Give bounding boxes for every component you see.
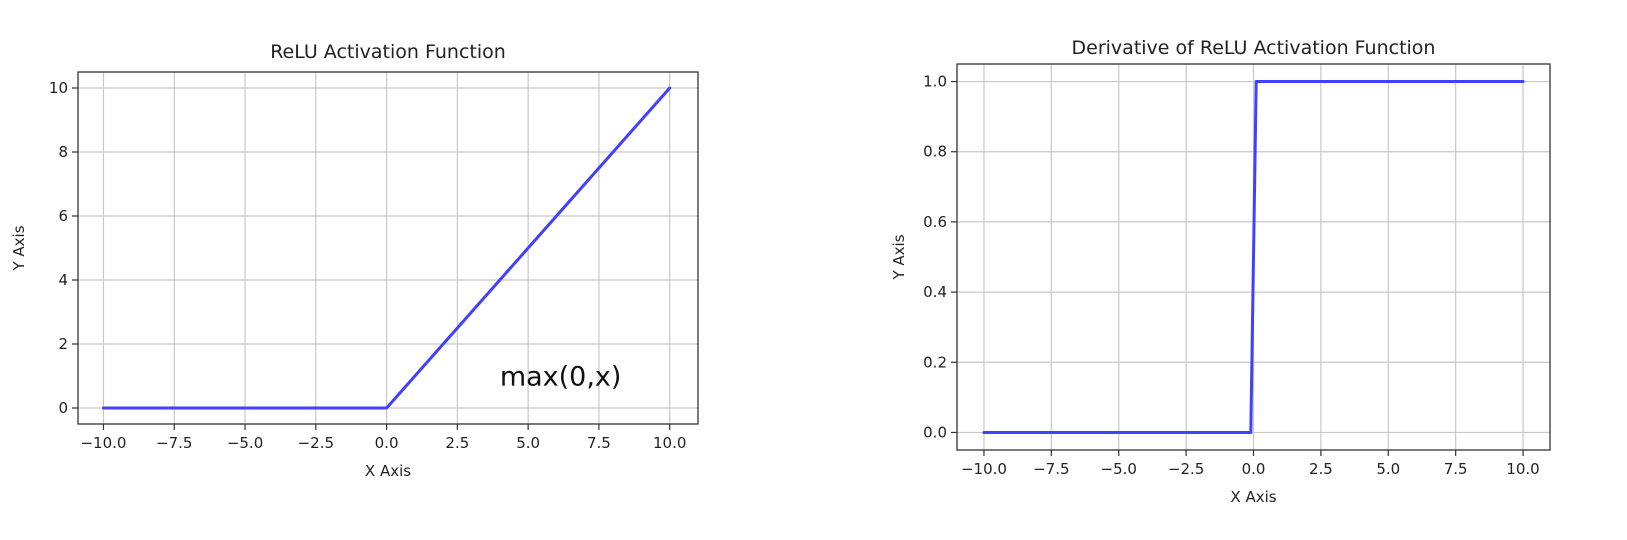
relu-y-tick-label: 8 <box>58 143 68 161</box>
derivative-x-tick-label: 0.0 <box>1242 460 1266 478</box>
relu-y-tick-label: 6 <box>58 207 68 225</box>
relu-x-tick-label: 5.0 <box>516 434 540 452</box>
relu-x-tick-label: −10.0 <box>80 434 126 452</box>
relu-grid <box>78 72 698 424</box>
derivative-x-tick-label: 10.0 <box>1506 460 1539 478</box>
derivative-ticks: −10.0 −7.5 −5.0 −2.5 0.0 2.5 5.0 7.5 10.0 0.0 0.2 0… <box>923 73 1540 478</box>
relu-y-tick-label: 4 <box>58 271 68 289</box>
relu-y-tick-label: 10 <box>49 79 68 97</box>
derivative-x-tick-label: 5.0 <box>1376 460 1400 478</box>
relu-y-tick-label: 0 <box>58 399 68 417</box>
derivative-series <box>982 80 1525 434</box>
derivative-y-tick-label: 0.8 <box>923 143 947 161</box>
relu-x-tick-label: 10.0 <box>653 434 686 452</box>
relu-annotations: max(0,x) <box>500 362 622 393</box>
derivative-y-tick-label: 0.2 <box>923 353 947 371</box>
relu-y-tick-label: 2 <box>58 335 68 353</box>
derivative-x-tick-label: 2.5 <box>1309 460 1333 478</box>
relu-x-tick-label: −7.5 <box>156 434 192 452</box>
derivative-x-tick-label: −7.5 <box>1033 460 1069 478</box>
derivative-y-tick-label: 0.0 <box>923 423 947 441</box>
derivative-x-tick-label: −5.0 <box>1101 460 1137 478</box>
relu-x-tick-label: 2.5 <box>445 434 469 452</box>
derivative-y-axis-label: Y Axis <box>890 234 908 280</box>
derivative-y-tick-label: 1.0 <box>923 73 947 91</box>
relu-y-axis-label: Y Axis <box>10 225 28 271</box>
relu-x-tick-label: −5.0 <box>227 434 263 452</box>
relu-annotation-text: max(0,x) <box>500 362 622 393</box>
relu-series-line <box>102 86 672 410</box>
relu-chart-title: ReLU Activation Function <box>270 41 506 63</box>
relu-ticks: −10.0 −7.5 −5.0 −2.5 0.0 2.5 5.0 7.5 10.0 0 2 4 6 8 10 <box>49 79 686 452</box>
relu-derivative-chart: −10.0 −7.5 −5.0 −2.5 0.0 2.5 5.0 7.5 10.0 0.0 0.2 0… <box>890 37 1551 506</box>
relu-chart: −10.0 −7.5 −5.0 −2.5 0.0 2.5 5.0 7.5 10.0 0 2 4 6 8 10… <box>10 41 699 480</box>
relu-x-tick-label: 7.5 <box>587 434 611 452</box>
relu-plot-frame <box>77 71 699 425</box>
derivative-x-tick-label: −10.0 <box>961 460 1007 478</box>
derivative-series-line <box>982 80 1525 434</box>
derivative-x-tick-label: −2.5 <box>1168 460 1204 478</box>
derivative-x-axis-label: X Axis <box>1230 488 1276 506</box>
relu-x-tick-label: 0.0 <box>375 434 399 452</box>
derivative-y-tick-label: 0.4 <box>923 283 947 301</box>
relu-x-axis-label: X Axis <box>365 462 411 480</box>
derivative-y-tick-label: 0.6 <box>923 213 947 231</box>
relu-x-tick-label: −2.5 <box>298 434 334 452</box>
derivative-x-tick-label: 7.5 <box>1444 460 1468 478</box>
derivative-chart-title: Derivative of ReLU Activation Function <box>1072 37 1436 59</box>
relu-series <box>102 86 672 410</box>
